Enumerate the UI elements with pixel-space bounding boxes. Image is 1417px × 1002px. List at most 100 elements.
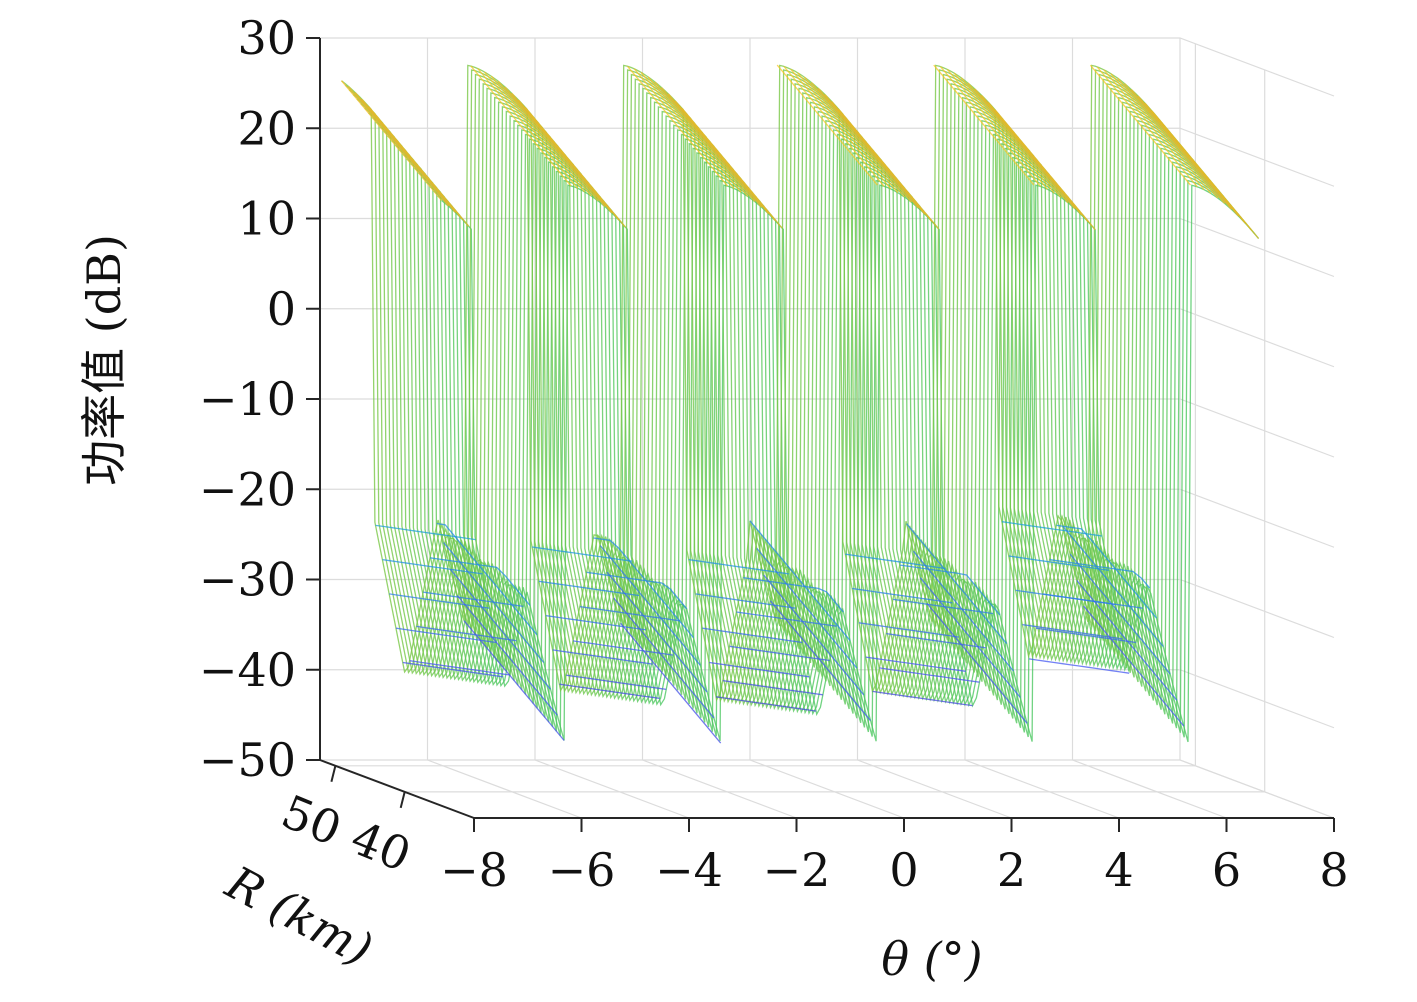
- mesh-column-line: [375, 524, 476, 541]
- mesh-column-line: [511, 92, 613, 214]
- x-tick-label: 4: [1104, 843, 1133, 897]
- z-tick-label: 30: [237, 11, 296, 65]
- mesh-column-line: [572, 640, 674, 656]
- mesh-column-line: [389, 593, 490, 609]
- mesh-column-line: [532, 546, 633, 562]
- mesh-column-line: [1117, 77, 1219, 199]
- mesh-column-line: [368, 106, 470, 227]
- mesh-column-line: [912, 550, 1015, 672]
- mesh-column-line: [599, 545, 701, 666]
- mesh-column-line: [919, 577, 1021, 698]
- mesh-column-line: [1042, 593, 1143, 609]
- mesh-column-line: [402, 661, 503, 678]
- z-tick-label: −10: [199, 372, 296, 426]
- x-tick-label: −8: [440, 843, 508, 897]
- mesh-column-line: [1056, 524, 1157, 619]
- z-axis-label: 功率值 (dB): [77, 234, 131, 486]
- mesh-column-line: [940, 66, 1042, 187]
- mesh-column-line: [538, 580, 640, 597]
- mesh-column-line: [926, 602, 1028, 724]
- mesh-column-line: [803, 76, 906, 198]
- mesh-column-line: [566, 674, 667, 691]
- mesh-column-line: [899, 564, 1001, 616]
- x-tick-label: 8: [1319, 843, 1348, 897]
- mesh-column-line: [1103, 69, 1205, 191]
- mesh-column-line: [729, 645, 830, 662]
- mesh-column-line: [776, 64, 878, 186]
- mesh-column-line: [756, 547, 858, 669]
- mesh-column-line: [790, 68, 892, 190]
- mesh-column-line: [763, 574, 865, 696]
- mesh-column-line: [681, 107, 783, 229]
- mesh-column-line: [354, 92, 456, 213]
- mesh-column-line: [613, 597, 715, 719]
- mesh-column-line: [783, 66, 885, 187]
- mesh-column-line: [1096, 66, 1198, 188]
- mesh-column-line: [838, 108, 940, 230]
- mesh-column-line: [504, 86, 606, 208]
- mesh-column-line: [695, 593, 796, 609]
- mesh-column-line: [490, 75, 592, 197]
- mesh-column-line: [824, 94, 926, 215]
- y-tick-label: 40: [344, 810, 419, 882]
- y-tick: [399, 791, 406, 809]
- mesh-column-line: [1110, 73, 1212, 194]
- x-tick-label: −6: [548, 843, 616, 897]
- mesh-column-line: [810, 81, 912, 203]
- mesh-column-line: [886, 632, 987, 649]
- mesh-column-line: [620, 622, 722, 744]
- mesh-column-line: [640, 71, 742, 193]
- y-tick-label: 50: [274, 784, 349, 856]
- mesh-column-line: [423, 591, 524, 608]
- mesh-column-line: [559, 683, 660, 700]
- x-tick-label: −4: [655, 843, 723, 897]
- mesh-column-line: [524, 106, 626, 228]
- x-tick-label: 6: [1212, 843, 1241, 897]
- mesh-column-line: [1076, 579, 1178, 701]
- z-tick-label: −30: [199, 553, 296, 607]
- mesh-column-line: [933, 64, 1035, 186]
- mesh-column-line: [633, 68, 735, 190]
- mesh-column-line: [817, 87, 919, 209]
- mesh-column-line: [1069, 553, 1171, 675]
- mesh-column-line: [1089, 64, 1192, 186]
- mesh-column-line: [463, 620, 565, 741]
- mesh-column-line: [347, 85, 449, 207]
- mesh-column-line: [743, 577, 844, 613]
- z-tick-label: 10: [237, 192, 296, 246]
- z-tick-label: −40: [199, 643, 296, 697]
- mesh-column-line: [1157, 118, 1260, 240]
- x-tick-label: 0: [889, 843, 918, 897]
- axes: [306, 37, 1335, 832]
- mesh-column-line: [416, 625, 517, 642]
- mesh-column-line: [627, 65, 729, 187]
- mesh-column-line: [845, 553, 946, 570]
- mesh-column-line: [382, 558, 483, 575]
- mesh-column-line: [484, 71, 586, 193]
- mesh-column-line: [545, 614, 646, 631]
- mesh-column-line: [470, 65, 572, 187]
- mesh-column-line: [892, 598, 994, 615]
- mesh-column-line: [709, 661, 810, 678]
- mesh-column-line: [1035, 627, 1137, 644]
- mesh-column-line: [715, 696, 817, 712]
- mesh-column-line: [429, 557, 531, 607]
- mesh-column-line: [647, 76, 749, 197]
- mesh-column-line: [443, 542, 545, 663]
- mesh-column-line: [872, 690, 973, 707]
- mesh-column-line: [667, 93, 769, 215]
- z-tick-label: 0: [267, 282, 296, 336]
- z-tick-label: −50: [199, 733, 296, 787]
- mesh-column-line: [960, 77, 1062, 199]
- mesh-column-line: [456, 594, 558, 716]
- mesh-column-line: [702, 627, 803, 644]
- mesh-column-line: [660, 87, 763, 208]
- mesh-column-line: [606, 571, 708, 693]
- mesh-column-line: [688, 558, 789, 575]
- mesh-column-line: [769, 600, 872, 722]
- mesh-column-line: [722, 679, 823, 696]
- mesh-column-line: [858, 622, 960, 638]
- x-grid-line: [641, 38, 797, 819]
- x-tick-label: −2: [763, 843, 831, 897]
